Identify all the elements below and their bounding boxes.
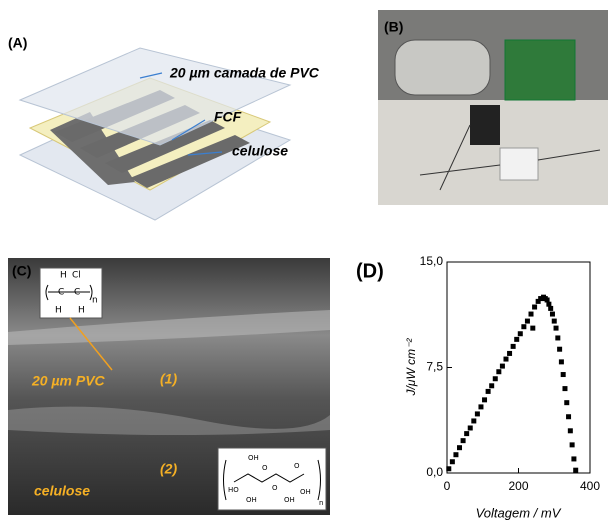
data-point (561, 372, 566, 377)
atom: OH (284, 496, 295, 504)
data-point (507, 351, 512, 356)
atom: O (272, 484, 278, 492)
y-axis-label: J/μW cm⁻² (404, 338, 418, 397)
atom: O (294, 462, 300, 470)
data-point (486, 389, 491, 394)
data-point (566, 414, 571, 419)
panel-a: (A) 20 µm camada de PVC FCF celulose (8, 35, 320, 220)
motor (395, 40, 490, 95)
data-point (450, 459, 455, 464)
layer-label: 20 µm camada de PVC (169, 65, 320, 81)
data-point (573, 468, 578, 473)
data-point (529, 312, 534, 317)
data-point (548, 306, 553, 311)
data-point (511, 344, 516, 349)
data-point (500, 364, 505, 369)
data-point (530, 326, 535, 331)
data-point (489, 383, 494, 388)
data-point (496, 369, 501, 374)
layer-label: celulose (232, 143, 288, 159)
region-label: (2) (160, 461, 177, 477)
atom: OH (300, 488, 311, 496)
atom: OH (248, 454, 259, 462)
data-point (478, 404, 483, 409)
data-point (475, 411, 480, 416)
plot-frame (447, 262, 590, 473)
data-point (457, 445, 462, 450)
atom: Cl (72, 271, 81, 281)
panel-d: (D) J/μW cm⁻² Voltagem / mV (356, 260, 590, 520)
data-point (554, 326, 559, 331)
circuit-board (505, 40, 575, 100)
atom: H (78, 306, 85, 316)
panel-label: (D) (356, 260, 384, 282)
data-point (514, 337, 519, 342)
data-point (552, 319, 557, 324)
layer-label: 20 µm PVC (31, 373, 106, 389)
data-point (562, 386, 567, 391)
part (470, 105, 500, 145)
data-point (518, 331, 523, 336)
y-tick-label: 0,0 (426, 465, 443, 479)
figure: (A) 20 µm camada de PVC FCF celulose (B) (0, 0, 608, 522)
atom: H (55, 306, 62, 316)
atom: OH (246, 496, 257, 504)
atom: O (262, 464, 268, 472)
data-point (521, 324, 526, 329)
data-point (464, 431, 469, 436)
x-tick-label: 400 (580, 479, 600, 493)
data-point (568, 428, 573, 433)
x-tick-label: 0 (444, 479, 451, 493)
data-point (570, 442, 575, 447)
y-tick-label: 7,5 (426, 360, 443, 374)
layer-label: celulose (34, 483, 90, 499)
data-point (453, 452, 458, 457)
inset (218, 448, 326, 510)
atom: HO (228, 486, 239, 494)
panel-label: (B) (384, 19, 403, 35)
data-point (461, 438, 466, 443)
data-point (446, 466, 451, 471)
data-point (503, 357, 508, 362)
layer-label: FCF (214, 109, 242, 125)
panel-label: (A) (8, 35, 27, 51)
data-point (468, 425, 473, 430)
data-point (564, 400, 569, 405)
data-point (525, 319, 530, 324)
data-point (493, 376, 498, 381)
region-label: (1) (160, 371, 177, 387)
atom: n (92, 296, 98, 306)
x-axis-label: Voltagem / mV (476, 505, 562, 520)
data-point (559, 359, 564, 364)
data-point (557, 347, 562, 352)
y-tick-label: 15,0 (420, 254, 444, 268)
data-point (471, 418, 476, 423)
atom: H (60, 271, 67, 281)
panel-c: (C) H Cl C C H H n 20 µm PVC (1) (2) cel… (8, 258, 330, 515)
panel-label: (C) (12, 263, 31, 279)
x-tick-label: 200 (508, 479, 528, 493)
cell (500, 148, 538, 180)
data-point (571, 456, 576, 461)
data-point (532, 305, 537, 310)
atom: n (319, 499, 323, 507)
data-point (550, 312, 555, 317)
panel-b: (B) (378, 10, 608, 205)
data-point (555, 335, 560, 340)
data-point (482, 397, 487, 402)
inset (40, 268, 102, 318)
